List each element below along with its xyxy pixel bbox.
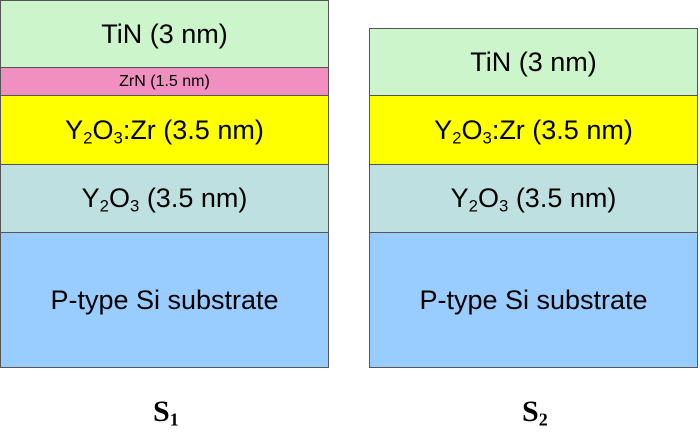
layer-y2o3-label: Y2O3 (3.5 nm) (81, 183, 248, 216)
layer-y2o3-zr-label: Y2O3:Zr (3.5 nm) (434, 114, 633, 148)
caption-s1: S1 (153, 395, 179, 430)
layer-substrate: P-type Si substrate (0, 232, 329, 368)
layer-tin-label: TiN (3 nm) (470, 46, 597, 77)
layer-zrn-label: ZrN (1.5 nm) (119, 72, 210, 90)
layer-y2o3-zr: Y2O3:Zr (3.5 nm) (369, 95, 698, 165)
layer-substrate: P-type Si substrate (369, 232, 698, 368)
layer-y2o3-zr: Y2O3:Zr (3.5 nm) (0, 95, 329, 165)
layer-zrn: ZrN (1.5 nm) (0, 67, 329, 96)
layer-tin: TiN (3 nm) (0, 0, 329, 68)
layer-y2o3: Y2O3 (3.5 nm) (369, 164, 698, 233)
layer-y2o3-zr-label: Y2O3:Zr (3.5 nm) (65, 114, 264, 148)
layer-substrate-label: P-type Si substrate (419, 284, 648, 315)
layer-substrate-label: P-type Si substrate (50, 284, 279, 315)
layer-y2o3: Y2O3 (3.5 nm) (0, 164, 329, 233)
layer-tin: TiN (3 nm) (369, 28, 698, 96)
layer-tin-label: TiN (3 nm) (101, 18, 228, 49)
layer-y2o3-label: Y2O3 (3.5 nm) (450, 183, 617, 216)
caption-s2: S2 (522, 395, 548, 430)
